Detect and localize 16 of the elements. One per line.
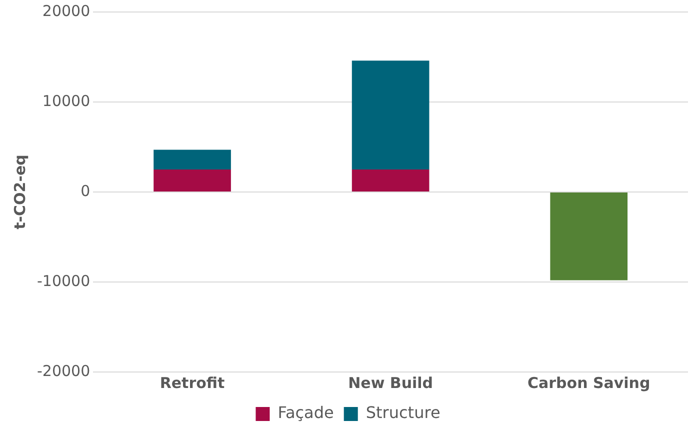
y-tick-label: -10000: [36, 272, 90, 290]
y-axis-title: t-CO2-eq: [10, 154, 29, 230]
y-tick-label: 20000: [42, 2, 90, 20]
bar: [550, 192, 628, 280]
bar: [154, 170, 231, 192]
x-tick-label: New Build: [348, 374, 434, 392]
bar: [352, 60, 430, 170]
x-tick-label: Retrofit: [160, 374, 225, 392]
bar: [352, 170, 430, 192]
y-tick-label: 10000: [42, 92, 90, 110]
legend-label: Façade: [278, 403, 334, 422]
y-tick-label: -20000: [36, 362, 90, 380]
y-tick-label: 0: [80, 182, 90, 200]
x-tick-label: Carbon Saving: [527, 374, 650, 392]
bar: [154, 150, 231, 170]
legend-label: Structure: [366, 403, 440, 422]
